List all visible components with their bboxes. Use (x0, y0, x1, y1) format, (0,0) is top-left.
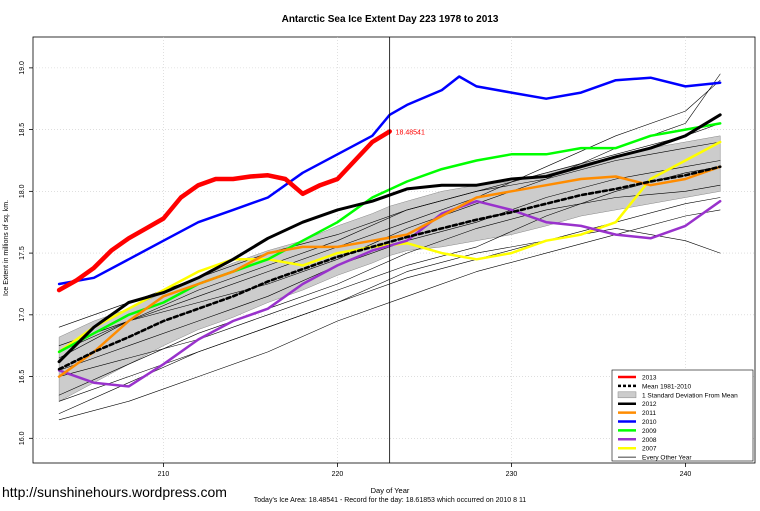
series-line-other-year (58, 79, 721, 359)
series-line-other-year (58, 184, 721, 396)
plot-border (32, 36, 756, 464)
current-value-label: 18.48541 (396, 129, 425, 136)
x-tick-label: 230 (506, 471, 518, 478)
y-tick-label: 16.5 (19, 370, 26, 384)
legend-label: 1 Standard Deviation From Mean (642, 392, 738, 399)
y-axis-label: Ice Extent in millions of sq. km. (3, 200, 10, 296)
x-tick-label: 220 (332, 471, 344, 478)
legend-label: 2007 (642, 446, 657, 453)
legend-label: 2010 (642, 419, 657, 426)
series-line-other-year (58, 197, 721, 402)
legend-label: Every Other Year (642, 455, 692, 462)
watermark-url[interactable]: http://sunshinehours.wordpress.com (2, 484, 227, 500)
footer-text: Today's Ice Area: 18.48541 - Record for … (254, 497, 527, 504)
y-tick-label: 18.5 (19, 123, 26, 137)
y-tick-label: 18.0 (19, 184, 26, 198)
legend-label: 2009 (642, 428, 657, 435)
legend-swatch (617, 391, 637, 399)
x-axis-label: Day of Year (371, 486, 410, 495)
series-line-other-year (58, 209, 721, 421)
legend-label: 2013 (642, 375, 657, 382)
legend-label: 2008 (642, 437, 657, 444)
y-tick-label: 17.5 (19, 246, 26, 260)
legend-label: 2012 (642, 401, 657, 408)
x-tick-label: 210 (158, 471, 170, 478)
x-tick-label: 240 (680, 471, 692, 478)
y-tick-label: 16.0 (19, 431, 26, 445)
series-line-other-year (58, 141, 721, 328)
series-line-2013 (56, 129, 392, 293)
y-tick-label: 19.0 (19, 61, 26, 75)
legend-label: Mean 1981-2010 (642, 383, 692, 390)
chart-title: Antarctic Sea Ice Extent Day 223 1978 to… (282, 14, 499, 25)
y-tick-label: 17.0 (19, 308, 26, 322)
legend-label: 2011 (642, 410, 656, 417)
series-line-every-other-year (58, 228, 721, 414)
plot-area: 18.48541 210 220 230 240 16.0 16.5 17.0 17.5 18.0… (19, 36, 756, 478)
series-line-2010 (57, 75, 722, 286)
